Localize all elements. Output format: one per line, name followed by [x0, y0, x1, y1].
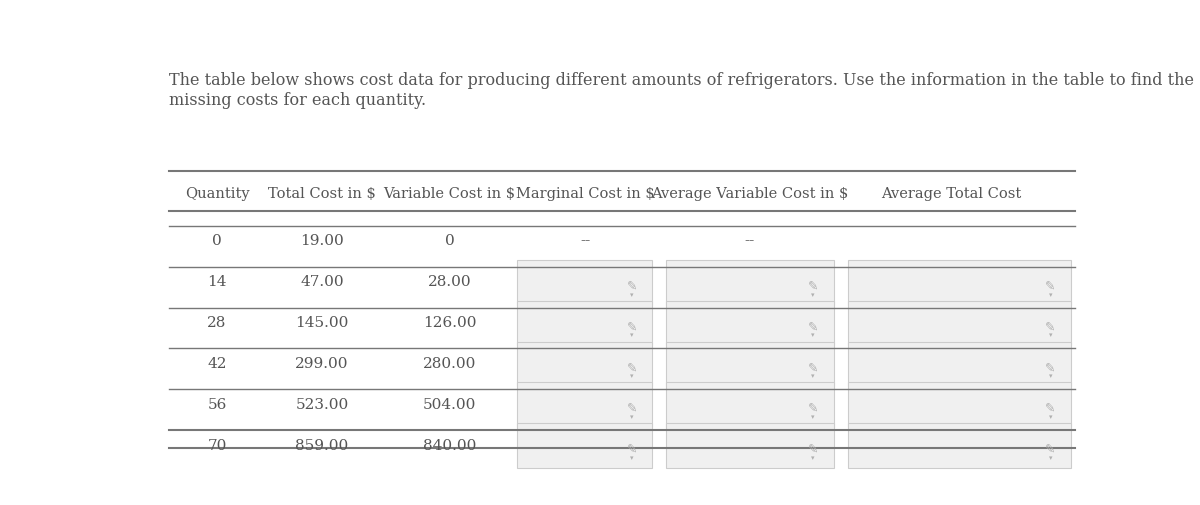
- Text: --: --: [580, 234, 590, 248]
- Text: ✎: ✎: [626, 402, 637, 415]
- Text: Quantity: Quantity: [185, 187, 250, 201]
- Text: ✎: ✎: [1045, 280, 1056, 292]
- Text: ✎: ✎: [808, 402, 818, 415]
- Text: ▾: ▾: [630, 332, 634, 338]
- Text: Average Variable Cost in $: Average Variable Cost in $: [652, 187, 848, 201]
- Text: 126.00: 126.00: [422, 316, 476, 330]
- Text: 840.00: 840.00: [422, 438, 476, 452]
- Text: ▾: ▾: [1049, 332, 1052, 338]
- Text: 859.00: 859.00: [295, 438, 349, 452]
- Text: ▾: ▾: [811, 455, 815, 461]
- Text: Total Cost in $: Total Cost in $: [268, 187, 376, 201]
- Bar: [666, 341, 834, 386]
- Text: ✎: ✎: [808, 280, 818, 292]
- Text: ▾: ▾: [630, 373, 634, 379]
- Bar: [666, 382, 834, 427]
- Bar: [517, 300, 653, 345]
- Bar: [847, 260, 1070, 305]
- Text: The table below shows cost data for producing different amounts of refrigerators: The table below shows cost data for prod…: [168, 72, 1194, 109]
- Text: ▾: ▾: [811, 414, 815, 420]
- Text: 280.00: 280.00: [422, 357, 476, 371]
- Text: ✎: ✎: [626, 361, 637, 374]
- Bar: [847, 423, 1070, 468]
- Bar: [666, 260, 834, 305]
- Text: 504.00: 504.00: [422, 398, 476, 412]
- Text: 56: 56: [208, 398, 227, 412]
- Bar: [847, 382, 1070, 427]
- Text: ✎: ✎: [1045, 361, 1056, 374]
- Text: 28.00: 28.00: [427, 275, 472, 289]
- Text: ▾: ▾: [1049, 455, 1052, 461]
- Text: ✎: ✎: [808, 361, 818, 374]
- Bar: [517, 341, 653, 386]
- Bar: [666, 423, 834, 468]
- Text: ▾: ▾: [811, 373, 815, 379]
- Text: ▾: ▾: [630, 455, 634, 461]
- Bar: [666, 300, 834, 345]
- Bar: [517, 382, 653, 427]
- Text: ✎: ✎: [1045, 443, 1056, 456]
- Text: Average Total Cost: Average Total Cost: [882, 187, 1021, 201]
- Text: 28: 28: [208, 316, 227, 330]
- Text: Variable Cost in $: Variable Cost in $: [383, 187, 516, 201]
- Bar: [517, 260, 653, 305]
- Bar: [517, 423, 653, 468]
- Text: ▾: ▾: [1049, 292, 1052, 297]
- Text: ▾: ▾: [811, 292, 815, 297]
- Text: ▾: ▾: [1049, 414, 1052, 420]
- Text: 19.00: 19.00: [300, 234, 344, 248]
- Text: ✎: ✎: [808, 443, 818, 456]
- Text: ✎: ✎: [626, 280, 637, 292]
- Text: 299.00: 299.00: [295, 357, 349, 371]
- Bar: [847, 300, 1070, 345]
- Text: 14: 14: [208, 275, 227, 289]
- Text: 47.00: 47.00: [300, 275, 344, 289]
- Text: 70: 70: [208, 438, 227, 452]
- Bar: [847, 341, 1070, 386]
- Text: 0: 0: [212, 234, 222, 248]
- Text: --: --: [745, 234, 755, 248]
- Text: ✎: ✎: [808, 321, 818, 333]
- Text: 42: 42: [208, 357, 227, 371]
- Text: ▾: ▾: [630, 414, 634, 420]
- Text: ▾: ▾: [630, 292, 634, 297]
- Text: 145.00: 145.00: [295, 316, 349, 330]
- Text: 0: 0: [444, 234, 455, 248]
- Text: ✎: ✎: [1045, 402, 1056, 415]
- Text: ✎: ✎: [1045, 321, 1056, 333]
- Text: ▾: ▾: [811, 332, 815, 338]
- Text: Marginal Cost in $: Marginal Cost in $: [516, 187, 655, 201]
- Text: ✎: ✎: [626, 321, 637, 333]
- Text: 523.00: 523.00: [295, 398, 349, 412]
- Text: ✎: ✎: [626, 443, 637, 456]
- Text: ▾: ▾: [1049, 373, 1052, 379]
